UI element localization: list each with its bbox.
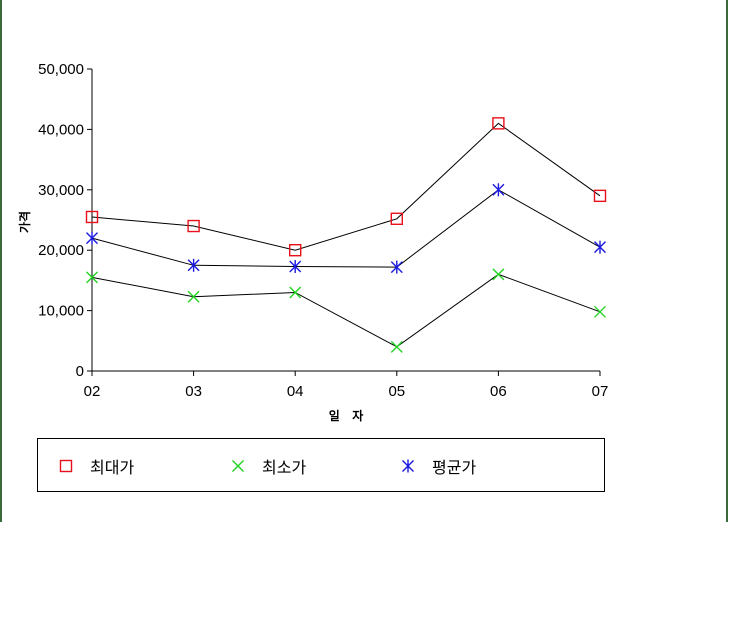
- y-tick-label: 50,000: [38, 61, 84, 78]
- data-point-2-1: [187, 258, 200, 272]
- legend-marker-square-icon: [59, 459, 73, 473]
- data-point-1-4: [492, 268, 505, 281]
- data-point-0-4: [492, 117, 505, 130]
- x-axis-title: 일 자: [329, 408, 364, 423]
- x-tick-label: 07: [592, 383, 609, 400]
- x-tick-label: 03: [185, 383, 202, 400]
- frame-right-border: [726, 0, 728, 522]
- x-tick-label: 06: [490, 383, 507, 400]
- x-axis-ticks: 02 03 04 05 06 07: [84, 371, 609, 400]
- data-point-2-2: [289, 260, 302, 274]
- legend-item-2: 평균가: [400, 439, 476, 493]
- legend: 최대가 최소가 평균가: [37, 438, 605, 492]
- legend-item-0: 최대가: [58, 439, 134, 493]
- legend-marker-glyph: [232, 460, 244, 472]
- data-point-2-3: [390, 260, 403, 274]
- series-line-0: [91, 122, 601, 251]
- data-point-1-0: [86, 271, 98, 284]
- legend-label: 최소가: [262, 458, 307, 477]
- data-point-1-5: [594, 305, 606, 318]
- data-point-0-1: [187, 219, 200, 233]
- legend-item-1: 최소가: [230, 439, 306, 493]
- legend-label: 최대가: [90, 458, 135, 477]
- series-lines: [91, 122, 601, 348]
- y-tick-label: 20,000: [38, 242, 84, 259]
- data-point-1-1: [187, 290, 200, 303]
- data-point-0-3: [390, 212, 403, 225]
- data-point-1-3: [390, 340, 403, 353]
- y-tick-label: 10,000: [38, 303, 84, 320]
- x-tick-label: 05: [388, 383, 405, 400]
- data-point-0-5: [593, 189, 607, 203]
- data-point-0-0: [85, 210, 99, 224]
- series-line-2: [91, 189, 601, 268]
- legend-marker-asterisk-icon: [402, 459, 414, 473]
- frame-left-border: [0, 0, 2, 522]
- series-line-1: [91, 273, 601, 348]
- y-tick-label: 0: [76, 363, 84, 380]
- line-chart: 0 10,000 20,000 30,000 40,000 50,000 02 03 04 05…: [17, 61, 609, 423]
- x-tick-label: 04: [287, 383, 304, 400]
- data-point-1-2: [289, 286, 302, 299]
- y-axis-ticks: 0 10,000 20,000 30,000 40,000 50,000: [38, 61, 92, 380]
- legend-marker-glyph: [402, 459, 414, 473]
- data-point-0-2: [289, 243, 302, 257]
- data-point-2-0: [86, 231, 98, 245]
- legend-label: 평균가: [432, 458, 477, 477]
- series-markers: [85, 117, 607, 353]
- data-point-2-5: [594, 240, 606, 254]
- legend-marker-x-icon: [232, 460, 244, 472]
- legend-marker-glyph: [59, 459, 73, 473]
- y-axis-title: 가격: [17, 211, 32, 233]
- x-tick-label: 02: [84, 383, 101, 400]
- data-point-2-4: [492, 183, 505, 197]
- y-tick-label: 40,000: [38, 121, 84, 138]
- y-tick-label: 30,000: [38, 182, 84, 199]
